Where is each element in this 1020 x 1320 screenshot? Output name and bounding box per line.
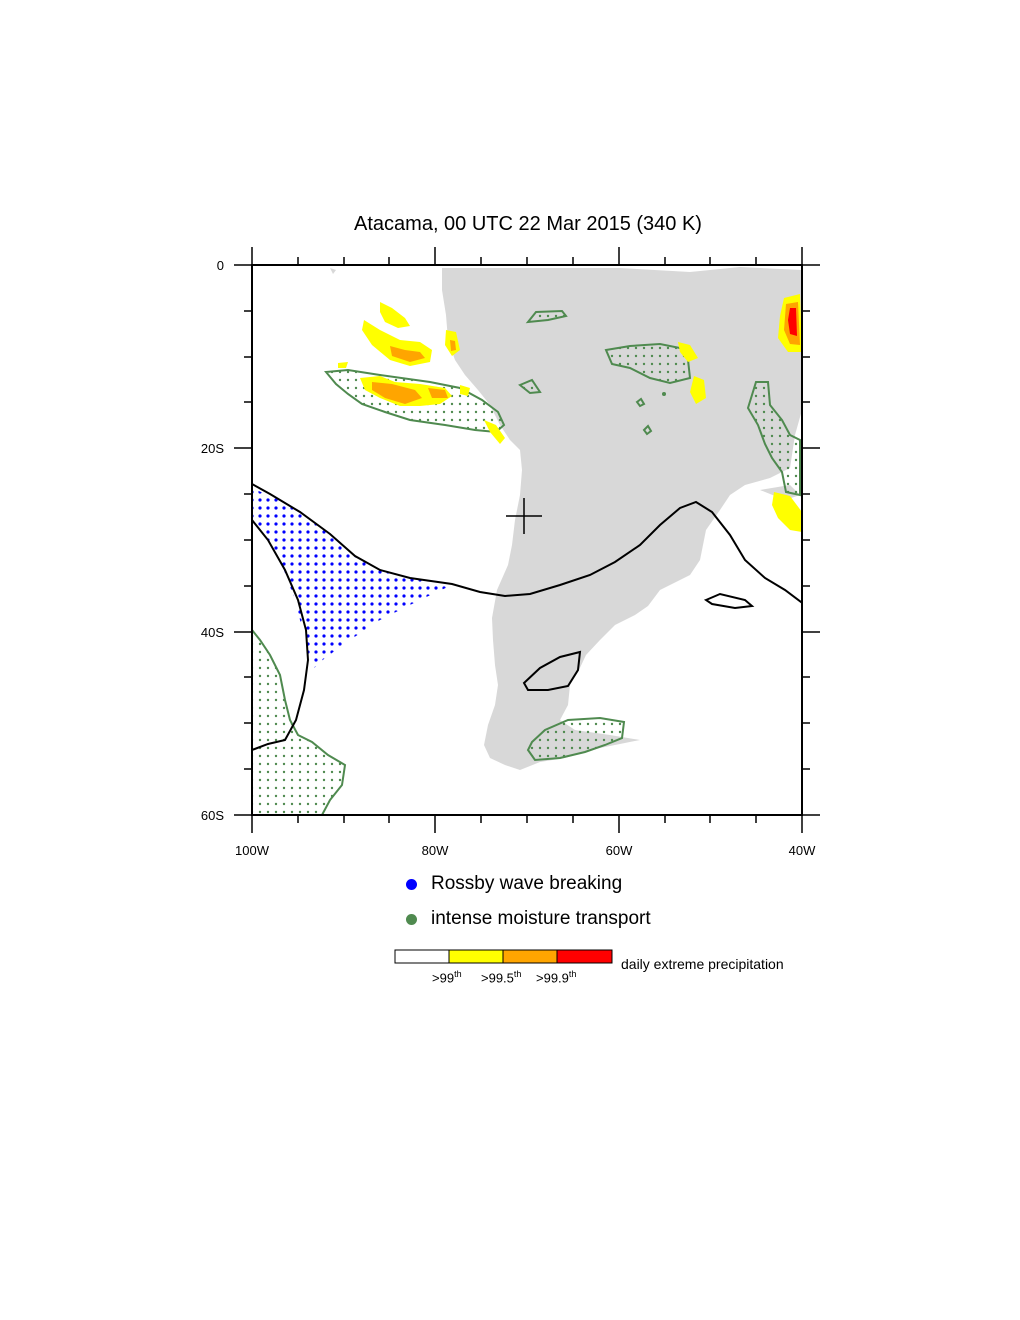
y-tick-label-40s: 40S	[201, 625, 224, 640]
small-island-galapagos	[330, 268, 336, 274]
pv-contour-main	[252, 483, 802, 604]
precip-yellow-1	[380, 302, 410, 328]
moisture-area-small-4	[642, 424, 653, 436]
moisture-area-amazon	[604, 342, 692, 385]
legend-moisture-label: intense moisture transport	[431, 908, 651, 929]
pv-contour-west	[252, 519, 310, 751]
pv-contour-closed-1	[522, 650, 582, 691]
y-tick-label-60s: 60S	[201, 808, 224, 823]
pv-contour-closed-2	[703, 592, 755, 610]
colorbar-box-red	[556, 949, 613, 964]
precip-orange-2	[390, 346, 425, 362]
moisture-dot-icon	[406, 913, 417, 925]
moisture-area-tiny	[662, 392, 666, 396]
precip-yellow-9	[690, 376, 706, 404]
x-tick-label-100w: 100W	[235, 843, 270, 858]
colorbar-box-white	[394, 949, 450, 964]
moisture-area-small-1	[525, 309, 568, 324]
colorbar	[394, 949, 613, 964]
colorbar-caption: daily extreme precipitation	[621, 956, 784, 972]
precip-orange-5	[372, 382, 422, 404]
y-tick-label-20s: 20S	[201, 441, 224, 456]
moisture-area-small-2	[518, 378, 542, 395]
tick-labels: 0 20S 40S 60S 100W 80W 60W 40W	[201, 258, 816, 858]
legend-rossby-label: Rossby wave breaking	[431, 873, 623, 894]
pv-contours	[252, 483, 802, 751]
precip-yellow-8	[678, 342, 698, 362]
moisture-area-patagonia	[526, 716, 626, 762]
latitude-ticks	[234, 264, 820, 816]
precip-yellow-7	[484, 420, 505, 444]
precipitation-patches	[338, 294, 802, 532]
precip-orange-3	[450, 340, 456, 351]
precip-red-10	[788, 308, 797, 336]
colorbar-label-99-9: >99.9th	[536, 969, 577, 986]
rossby-wave-breaking-area	[252, 488, 452, 670]
colorbar-label-99-5: >99.5th	[481, 969, 522, 986]
precip-yellow-6	[460, 385, 470, 396]
precip-yellow-4	[338, 362, 348, 368]
x-tick-label-60w: 60W	[606, 843, 633, 858]
colorbar-box-orange	[502, 949, 558, 964]
x-tick-label-80w: 80W	[422, 843, 449, 858]
south-america-land	[442, 267, 802, 770]
atacama-location-marker	[506, 498, 542, 534]
colorbar-label-99: >99th	[432, 969, 462, 986]
moisture-area-brazil-east	[746, 381, 801, 497]
map-title: Atacama, 00 UTC 22 Mar 2015 (340 K)	[354, 213, 702, 235]
legend-moisture: intense moisture transport	[406, 908, 651, 930]
rossby-dot-icon	[406, 878, 417, 890]
moisture-area-small-3	[635, 397, 646, 408]
precip-yellow-11	[772, 492, 802, 532]
y-tick-label-0: 0	[217, 258, 224, 273]
x-tick-label-40w: 40W	[789, 843, 816, 858]
legend-rossby: Rossby wave breaking	[406, 873, 622, 895]
colorbar-box-yellow	[448, 949, 504, 964]
moisture-area-southwest	[252, 628, 347, 815]
map-panel	[252, 267, 802, 815]
precip-orange-5b	[428, 388, 448, 398]
longitude-ticks	[251, 247, 803, 833]
